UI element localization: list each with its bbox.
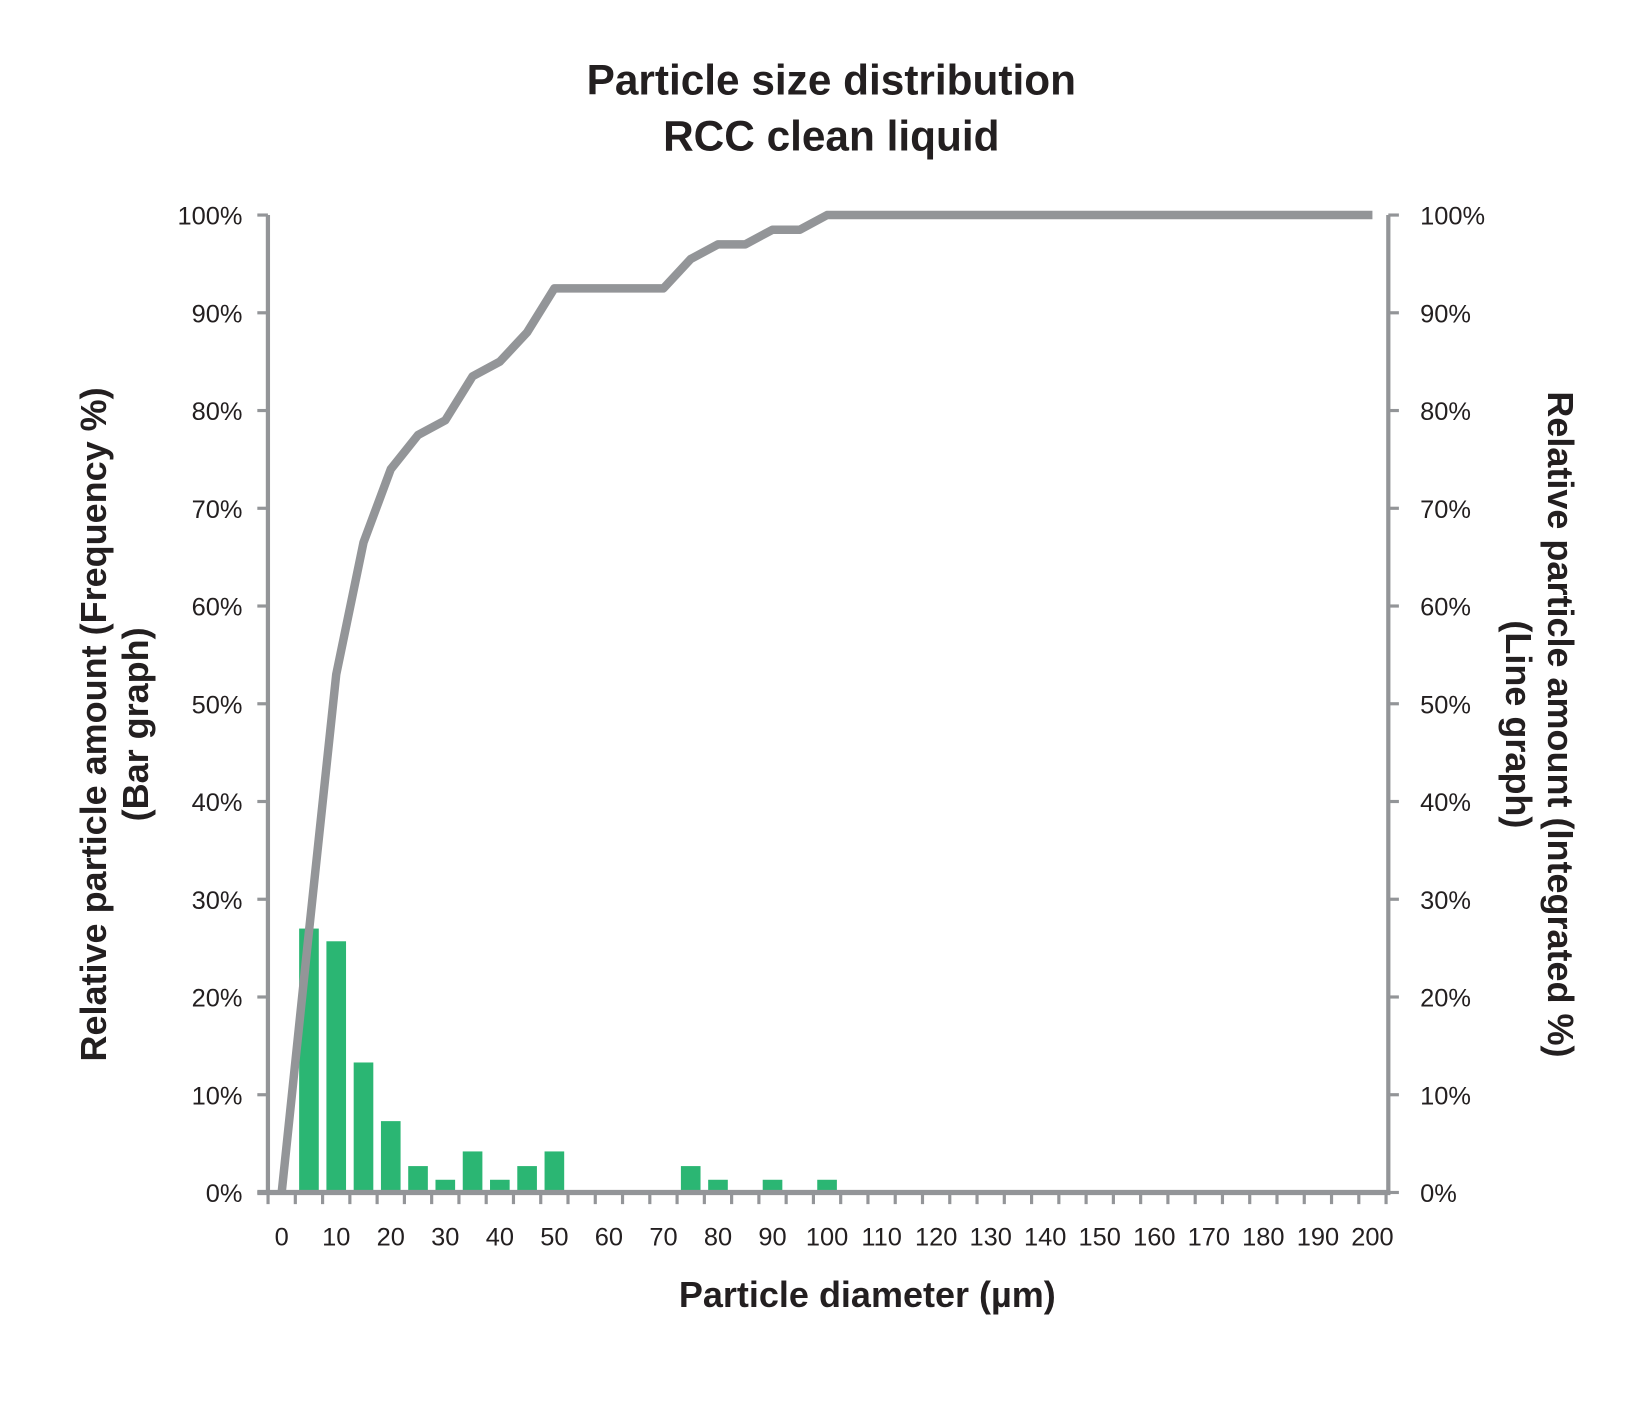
y-tick-label-right: 0% bbox=[1420, 1180, 1457, 1208]
tick-labels: 0 10 20 30 40 50 60 70 80 90 100 110 120 130 140 150 160… bbox=[178, 203, 1486, 1252]
x-tick-label: 190 bbox=[1297, 1223, 1339, 1251]
y-tick-label-right: 60% bbox=[1420, 594, 1471, 622]
y-tick-label-left: 70% bbox=[192, 496, 243, 524]
y-tick-label-left: 50% bbox=[192, 691, 243, 719]
bar-35 bbox=[462, 1151, 483, 1193]
y-axis-left-label-1: Relative particle amount (Frequency %) bbox=[73, 387, 114, 1061]
x-axis-label: Particle diameter (µm) bbox=[679, 1274, 1056, 1315]
y-tick-label-left: 40% bbox=[192, 789, 243, 817]
axes bbox=[257, 213, 1399, 1205]
x-tick-label: 200 bbox=[1351, 1223, 1393, 1251]
y-tick-label-right: 30% bbox=[1420, 887, 1471, 915]
y-tick-label-left: 10% bbox=[192, 1082, 243, 1110]
y-tick-label-left: 100% bbox=[178, 203, 243, 231]
bar-90 bbox=[762, 1179, 783, 1193]
bar-80 bbox=[708, 1179, 728, 1193]
x-tick-label: 130 bbox=[969, 1223, 1011, 1251]
bar-75 bbox=[680, 1166, 701, 1193]
bar-25 bbox=[408, 1166, 428, 1193]
x-tick-label: 120 bbox=[915, 1223, 957, 1251]
y-tick-label-left: 80% bbox=[192, 398, 243, 426]
x-tick-label: 10 bbox=[322, 1223, 350, 1251]
bar-50 bbox=[544, 1151, 565, 1193]
y-tick-label-right: 100% bbox=[1420, 203, 1485, 231]
y-tick-label-left: 60% bbox=[192, 594, 243, 622]
y-axis-right-label-1: Relative particle amount (Integrated %) bbox=[1540, 391, 1581, 1057]
y-axis-left-label-2: (Bar graph) bbox=[115, 627, 156, 821]
bar-45 bbox=[517, 1166, 537, 1193]
x-tick-label: 140 bbox=[1024, 1223, 1066, 1251]
x-tick-label: 70 bbox=[649, 1223, 677, 1251]
bar-series bbox=[299, 928, 837, 1193]
x-tick-label: 150 bbox=[1079, 1223, 1121, 1251]
y-axis-right-label-2: (Line graph) bbox=[1498, 620, 1539, 828]
x-tick-label: 50 bbox=[540, 1223, 568, 1251]
bar-20 bbox=[380, 1121, 401, 1193]
bar-40 bbox=[490, 1179, 510, 1193]
y-tick-label-left: 0% bbox=[206, 1180, 243, 1208]
x-tick-label: 170 bbox=[1188, 1223, 1230, 1251]
x-tick-label: 80 bbox=[704, 1223, 732, 1251]
y-tick-label-right: 50% bbox=[1420, 691, 1471, 719]
y-tick-label-left: 90% bbox=[192, 300, 243, 328]
x-tick-label: 90 bbox=[758, 1223, 786, 1251]
cumulative-line bbox=[277, 210, 1373, 1193]
y-tick-label-right: 80% bbox=[1420, 398, 1471, 426]
x-tick-label: 30 bbox=[431, 1223, 459, 1251]
bar-100 bbox=[817, 1179, 837, 1193]
x-tick-label: 180 bbox=[1242, 1223, 1284, 1251]
x-tick-label: 160 bbox=[1133, 1223, 1175, 1251]
y-tick-label-right: 90% bbox=[1420, 300, 1471, 328]
x-tick-label: 60 bbox=[595, 1223, 623, 1251]
x-tick-label: 110 bbox=[861, 1223, 902, 1251]
x-tick-label: 0 bbox=[275, 1223, 289, 1251]
bar-10 bbox=[326, 941, 347, 1193]
y-tick-label-right: 20% bbox=[1420, 985, 1471, 1013]
x-tick-label: 20 bbox=[377, 1223, 405, 1251]
line-series bbox=[277, 210, 1373, 1193]
x-tick-label: 40 bbox=[486, 1223, 514, 1251]
chart-title-line-1: Particle size distribution bbox=[587, 56, 1076, 103]
y-tick-label-right: 10% bbox=[1420, 1082, 1471, 1110]
chart-title-line-2: RCC clean liquid bbox=[663, 112, 999, 159]
bar-30 bbox=[435, 1179, 456, 1193]
y-tick-label-right: 40% bbox=[1420, 789, 1471, 817]
y-tick-label-left: 30% bbox=[192, 887, 243, 915]
bar-15 bbox=[353, 1062, 374, 1193]
y-tick-label-left: 20% bbox=[192, 985, 243, 1013]
y-tick-label-right: 70% bbox=[1420, 496, 1471, 524]
x-tick-label: 100 bbox=[806, 1223, 848, 1251]
